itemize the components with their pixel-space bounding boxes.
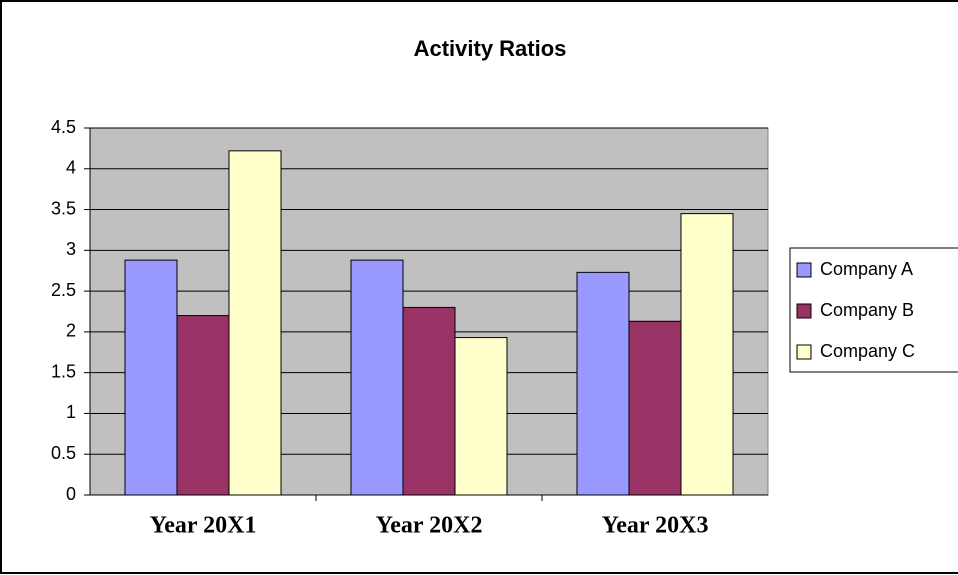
legend-swatch [796,344,812,360]
y-tick-label: 4 [66,158,76,178]
legend-box [789,247,958,373]
y-tick-label: 0 [66,484,76,504]
bar [124,259,178,496]
x-tick-label: Year 20X3 [602,513,709,539]
x-tick-label: Year 20X2 [376,513,483,539]
y-tick-label: 1.5 [51,361,76,381]
legend-label: Company A [820,259,913,279]
bar [680,213,734,496]
bar [350,259,404,496]
y-tick-label: 0.5 [51,443,76,463]
y-tick-label: 3.5 [51,198,76,218]
y-tick-label: 2 [66,321,76,341]
x-tick-label: Year 20X1 [150,513,257,539]
legend-swatch [796,303,812,319]
bar [628,320,682,496]
bar [576,271,630,496]
legend-label: Company B [820,300,914,320]
bar [176,315,230,496]
chart-title: Activity Ratios [414,36,567,61]
legend-swatch [796,262,812,278]
bar [228,150,282,496]
legend-label: Company C [820,341,915,361]
y-tick-label: 1 [66,402,76,422]
y-tick-label: 2.5 [51,280,76,300]
bar [454,337,508,496]
y-tick-label: 4.5 [51,117,76,137]
bar [402,306,456,496]
y-tick-label: 3 [66,239,76,259]
